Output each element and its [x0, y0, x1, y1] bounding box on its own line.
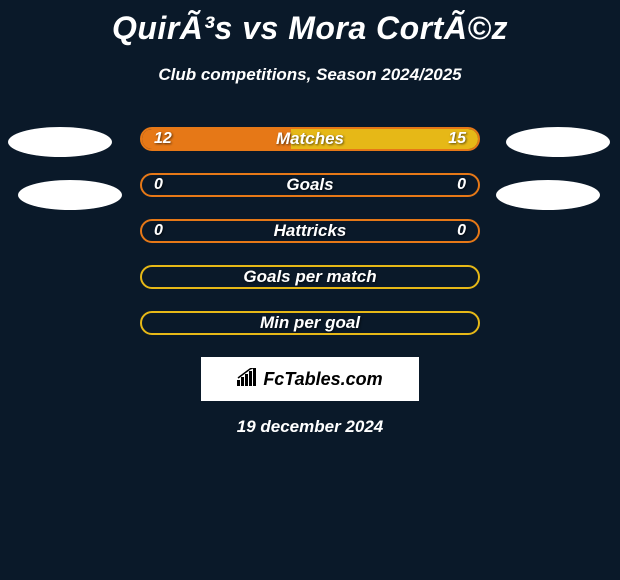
logo-box: FcTables.com [201, 357, 419, 401]
bar-value-left: 12 [154, 130, 172, 148]
stat-bar: 0 0 Hattricks [140, 219, 480, 243]
bar-value-right: 0 [457, 176, 466, 194]
date-text: 19 december 2024 [0, 417, 620, 437]
stat-bar: Goals per match [140, 265, 480, 289]
player-left-avatar-2 [18, 180, 122, 210]
player-right-avatar-2 [496, 180, 600, 210]
logo: FcTables.com [237, 368, 382, 391]
bar-chart-icon [237, 368, 259, 391]
stat-bar: 0 0 Goals [140, 173, 480, 197]
bar-label: Goals per match [243, 267, 376, 287]
bar-label: Goals [286, 175, 333, 195]
comparison-chart: 12 15 Matches 0 0 Goals 0 0 Hattricks Goals per m… [0, 127, 620, 335]
subtitle: Club competitions, Season 2024/2025 [0, 65, 620, 85]
bar-value-right: 15 [448, 130, 466, 148]
logo-text: FcTables.com [263, 369, 382, 390]
player-right-avatar-1 [506, 127, 610, 157]
bars-container: 12 15 Matches 0 0 Goals 0 0 Hattricks Goals per m… [0, 127, 620, 335]
bar-label: Hattricks [274, 221, 347, 241]
bar-label: Min per goal [260, 313, 360, 333]
stat-bar: Min per goal [140, 311, 480, 335]
bar-value-right: 0 [457, 222, 466, 240]
player-left-avatar-1 [8, 127, 112, 157]
page-title: QuirÃ³s vs Mora CortÃ©z [0, 0, 620, 47]
bar-value-left: 0 [154, 176, 163, 194]
bar-label: Matches [276, 129, 344, 149]
stat-bar: 12 15 Matches [140, 127, 480, 151]
bar-value-left: 0 [154, 222, 163, 240]
